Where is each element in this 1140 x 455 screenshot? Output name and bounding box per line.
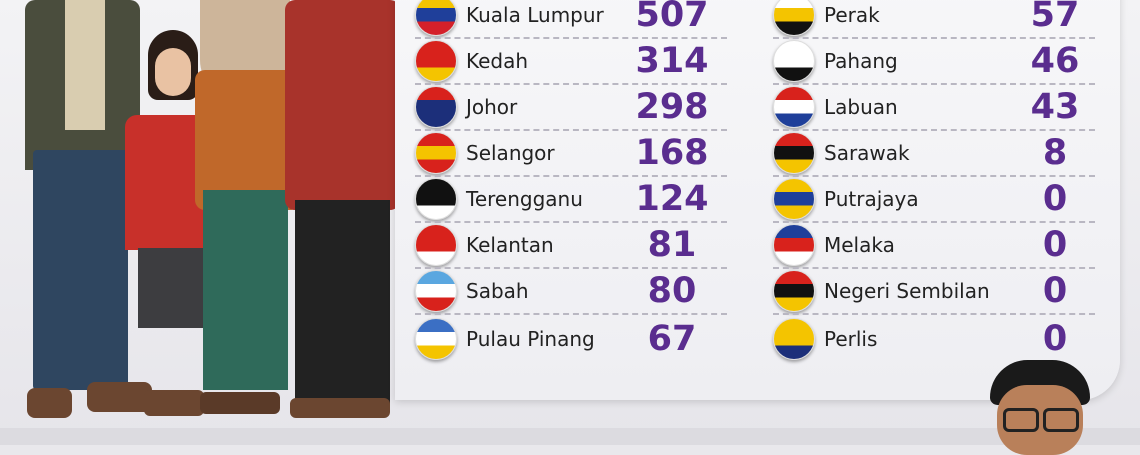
state-row: Selangor 168 <box>415 130 727 177</box>
state-flag-icon <box>415 40 457 82</box>
state-row: Kedah 314 <box>415 38 727 85</box>
state-row: Labuan 43 <box>773 84 1095 131</box>
state-flag-icon <box>773 224 815 266</box>
state-value: 0 <box>1042 225 1068 265</box>
state-value: 0 <box>1042 271 1068 311</box>
state-name: Perak <box>824 3 880 27</box>
state-flag-icon <box>773 318 815 360</box>
man-figure <box>5 0 155 420</box>
state-name: Sarawak <box>824 141 910 165</box>
state-value: 124 <box>635 179 709 219</box>
state-name: Melaka <box>824 233 895 257</box>
state-flag-icon <box>415 132 457 174</box>
state-row: Johor 298 <box>415 84 727 131</box>
man-portrait-illustration <box>985 360 1095 455</box>
state-name: Kedah <box>466 49 529 73</box>
state-row: Perak 57 <box>773 0 1095 39</box>
state-name: Kuala Lumpur <box>466 3 604 27</box>
state-name: Pulau Pinang <box>466 327 595 351</box>
state-value: 43 <box>1030 87 1080 127</box>
state-flag-icon <box>415 224 457 266</box>
state-row: Kuala Lumpur 507 <box>415 0 727 39</box>
state-flag-icon <box>773 132 815 174</box>
woman-hijab-figure <box>195 0 305 420</box>
state-flag-icon <box>415 178 457 220</box>
state-value: 0 <box>1042 179 1068 219</box>
state-value: 0 <box>1042 319 1068 359</box>
state-flag-icon <box>773 0 815 36</box>
state-value: 67 <box>647 319 697 359</box>
state-flag-icon <box>415 86 457 128</box>
state-name: Kelantan <box>466 233 554 257</box>
state-value: 507 <box>635 0 709 35</box>
state-name: Putrajaya <box>824 187 919 211</box>
state-value: 314 <box>635 41 709 81</box>
state-table-panel <box>395 0 1120 400</box>
state-value: 168 <box>635 133 709 173</box>
older-woman-figure <box>275 0 405 420</box>
state-row: Pahang 46 <box>773 38 1095 85</box>
state-value: 298 <box>635 87 709 127</box>
state-row: Kelantan 81 <box>415 222 727 269</box>
state-name: Terengganu <box>466 187 583 211</box>
state-name: Selangor <box>466 141 555 165</box>
state-name: Pahang <box>824 49 898 73</box>
state-flag-icon <box>773 40 815 82</box>
state-flag-icon <box>773 86 815 128</box>
state-value: 8 <box>1042 133 1068 173</box>
state-row: Negeri Sembilan 0 <box>773 268 1095 315</box>
state-name: Perlis <box>824 327 878 351</box>
state-row: Perlis 0 <box>773 316 1095 362</box>
state-name: Negeri Sembilan <box>824 279 990 303</box>
state-row: Terengganu 124 <box>415 176 727 223</box>
state-value: 81 <box>647 225 697 265</box>
state-name: Labuan <box>824 95 898 119</box>
bottom-strip <box>0 428 1140 445</box>
state-name: Johor <box>466 95 518 119</box>
state-flag-icon <box>773 178 815 220</box>
state-row: Sabah 80 <box>415 268 727 315</box>
state-name: Sabah <box>466 279 529 303</box>
state-flag-icon <box>773 270 815 312</box>
state-row: Putrajaya 0 <box>773 176 1095 223</box>
state-row: Sarawak 8 <box>773 130 1095 177</box>
state-flag-icon <box>415 0 457 36</box>
state-value: 57 <box>1030 0 1080 35</box>
state-value: 80 <box>647 271 697 311</box>
state-row: Melaka 0 <box>773 222 1095 269</box>
state-value: 46 <box>1030 41 1080 81</box>
state-row: Pulau Pinang 67 <box>415 316 727 362</box>
state-flag-icon <box>415 318 457 360</box>
state-flag-icon <box>415 270 457 312</box>
